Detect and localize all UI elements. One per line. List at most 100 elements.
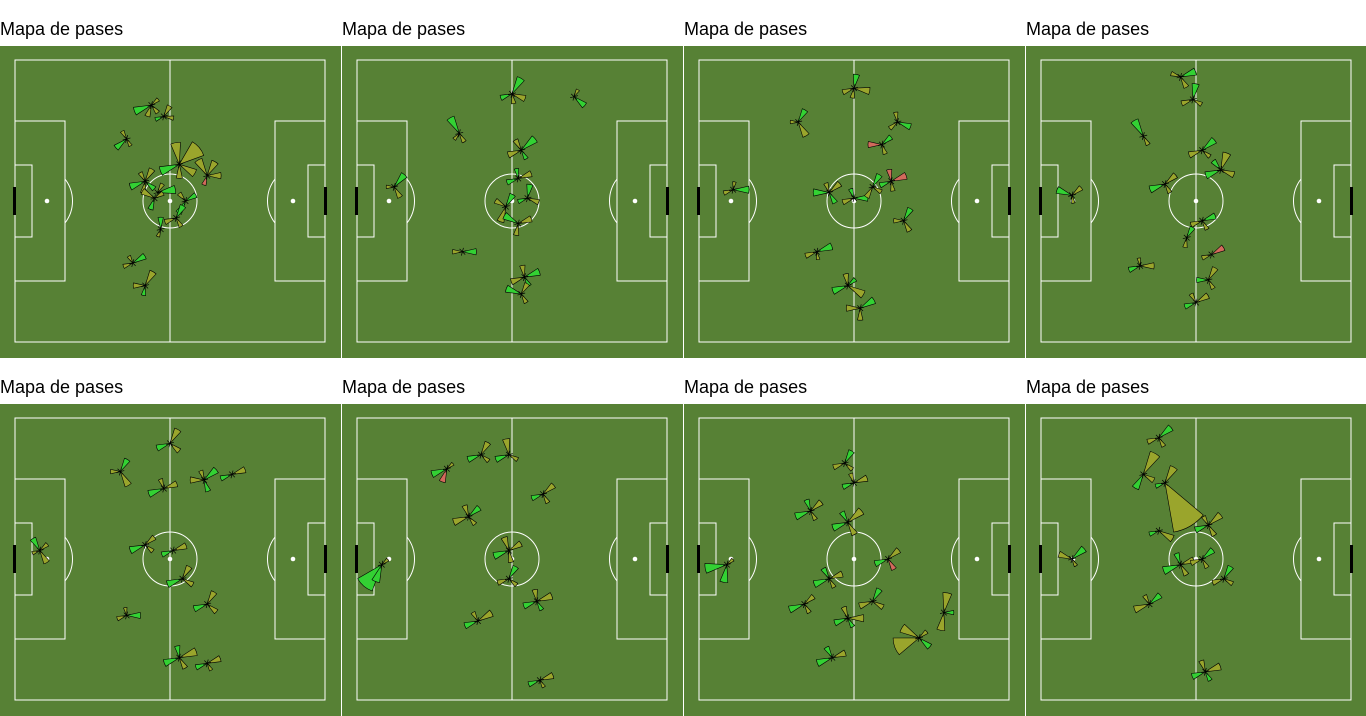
spoke: [852, 482, 855, 487]
spoke: [117, 468, 121, 472]
pass-wedge: [1208, 524, 1218, 537]
player-pass-rose: [1148, 172, 1178, 194]
player-pass-rose: [155, 216, 165, 238]
pass-map-panel: Mapa de pases: [1026, 358, 1366, 716]
spoke: [1185, 237, 1188, 242]
spoke: [392, 186, 395, 191]
pass-wedge: [794, 510, 811, 521]
pass-wedge: [1189, 558, 1203, 566]
spoke: [826, 575, 830, 579]
spoke: [205, 175, 208, 180]
goal-left: [13, 187, 16, 215]
spoke: [521, 274, 525, 278]
spoke: [847, 614, 850, 619]
spoke: [1198, 149, 1203, 152]
spoke: [1068, 555, 1073, 560]
pass-wedge: [831, 522, 848, 532]
pass-wedge: [1158, 424, 1174, 439]
spoke: [828, 192, 833, 196]
pass-wedge: [1148, 530, 1159, 537]
spoke: [570, 93, 575, 97]
spoke: [850, 195, 855, 199]
spoke: [145, 284, 150, 286]
player-pass-rose: [189, 466, 219, 493]
spoke: [504, 578, 509, 581]
spoke: [816, 250, 821, 253]
pass-wedge: [518, 170, 533, 179]
pass-wedge: [502, 212, 519, 224]
spoke: [173, 549, 178, 551]
pass-wedge: [847, 614, 865, 623]
pass-map-panel: Mapa de pases: [684, 358, 1025, 716]
pass-wedge: [174, 645, 181, 658]
pass-wedge: [518, 215, 533, 224]
spoke: [480, 454, 485, 458]
spoke: [508, 574, 511, 579]
spoke: [825, 578, 830, 581]
pass-wedge: [510, 276, 525, 286]
spoke: [828, 188, 831, 193]
spoke: [477, 454, 482, 457]
pass-wedge: [496, 578, 510, 586]
spoke: [1201, 555, 1204, 560]
pass-wedge: [1133, 603, 1150, 614]
spoke: [573, 96, 578, 100]
spoke: [508, 454, 512, 458]
player-pass-rose: [1130, 118, 1151, 147]
spoke: [881, 143, 886, 145]
spoke: [1139, 474, 1144, 476]
pass-wedge: [823, 182, 830, 193]
spoke: [844, 519, 849, 523]
spoke: [458, 251, 463, 254]
spoke: [520, 146, 523, 151]
spoke: [38, 550, 41, 555]
spoke: [1201, 220, 1206, 224]
pass-wedge: [178, 141, 205, 165]
spoke: [868, 186, 873, 189]
panel-title: Mapa de pases: [684, 377, 808, 397]
pass-wedge: [185, 192, 198, 202]
pass-wedge: [704, 563, 728, 574]
spoke: [1208, 524, 1212, 529]
spoke: [796, 121, 799, 126]
pass-wedge: [1191, 671, 1206, 680]
pass-wedge: [206, 159, 219, 176]
player-pass-rose: [704, 557, 735, 583]
spoke: [1192, 99, 1196, 103]
spoke: [832, 656, 837, 659]
spoke: [518, 290, 522, 295]
spoke: [154, 194, 156, 199]
pass-wedge: [166, 578, 183, 588]
pass-wedge: [531, 588, 538, 602]
spoke: [175, 217, 180, 221]
spoke: [178, 578, 183, 581]
spoke: [517, 149, 522, 152]
pass-wedge: [203, 466, 219, 481]
spoke: [1192, 299, 1197, 303]
spoke: [943, 611, 948, 613]
spoke: [461, 251, 463, 256]
spoke: [1195, 301, 1200, 303]
pass-wedge: [144, 534, 157, 546]
spoke: [809, 510, 811, 516]
goal-left: [355, 187, 358, 215]
pass-wedge: [853, 474, 869, 484]
spoke: [508, 550, 512, 554]
spoke: [1140, 133, 1144, 137]
pass-wedge: [918, 637, 933, 650]
spoke: [726, 564, 730, 568]
player-pass-rose: [154, 104, 175, 122]
pass-wedge: [505, 178, 519, 186]
football-pitch: [342, 404, 683, 716]
spoke: [831, 653, 834, 658]
spoke: [457, 133, 460, 138]
pass-wedge: [1195, 292, 1210, 303]
penalty-spot-left: [728, 198, 734, 204]
spoke: [888, 557, 893, 560]
player-pass-rose: [841, 187, 869, 206]
pass-wedge: [147, 488, 164, 498]
player-pass-rose: [1148, 526, 1175, 543]
spoke: [828, 657, 833, 660]
spoke: [850, 482, 855, 485]
pass-wedge: [719, 564, 729, 583]
